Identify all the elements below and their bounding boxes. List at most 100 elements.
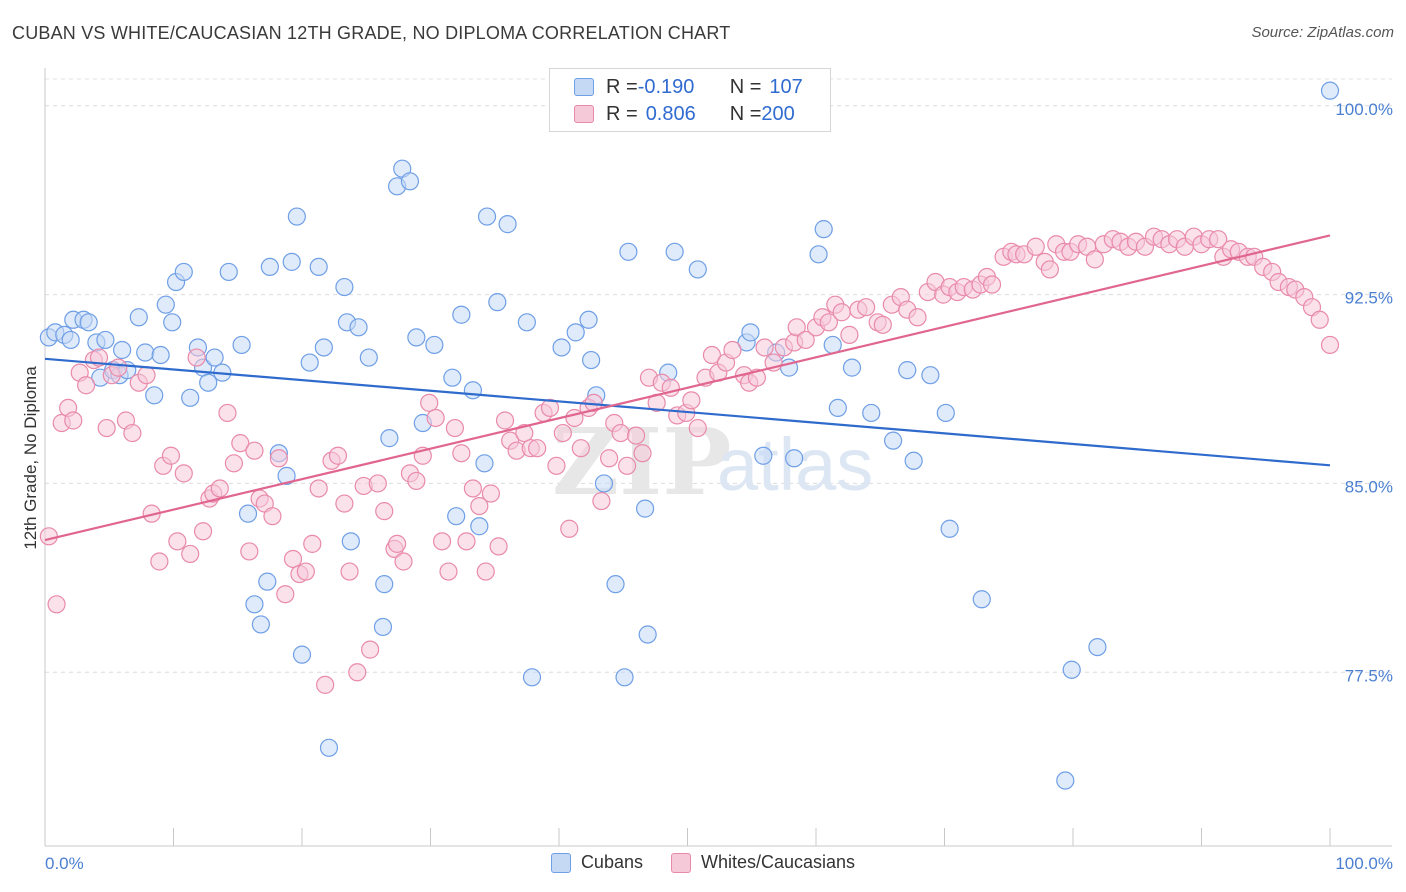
cubans-point — [688, 260, 707, 279]
cubans-point — [277, 466, 296, 485]
cubans-point — [552, 338, 571, 357]
cubans-point — [245, 595, 264, 614]
whites-point — [565, 408, 584, 428]
cubans-point — [373, 617, 393, 637]
whites-point — [426, 408, 445, 428]
legend-n-value: 107 — [769, 75, 803, 98]
cubans-point — [606, 575, 625, 594]
legend-label-cubans: Cubans — [580, 852, 643, 872]
legend-label-whites: Whites/Caucasians — [700, 852, 856, 872]
whites-point — [682, 391, 701, 410]
whites-point — [77, 376, 96, 395]
cubans-point — [335, 277, 354, 297]
whites-point — [592, 491, 611, 511]
cubans-point — [940, 519, 959, 538]
cubans-point — [566, 323, 585, 342]
whites-point — [470, 496, 489, 516]
whites-point — [489, 537, 508, 556]
cubans-point — [163, 313, 182, 332]
whites-point — [723, 340, 742, 360]
whites-point — [982, 275, 1002, 294]
whites-point — [787, 318, 806, 337]
x-tick-label: 0.0% — [45, 854, 84, 873]
whites-point — [387, 534, 407, 553]
whites-point — [571, 439, 590, 458]
whites-point — [908, 308, 927, 327]
legend-r-label: R = — [606, 102, 638, 125]
whites-point — [1026, 237, 1045, 256]
cubans-point — [232, 335, 251, 355]
whites-point — [1209, 230, 1228, 249]
cubans-point — [287, 207, 306, 226]
cubans-point — [522, 668, 542, 687]
whites-point — [276, 585, 295, 604]
whites-point — [375, 502, 394, 521]
whites-point — [1040, 260, 1059, 279]
whites-point — [495, 411, 515, 430]
tick-labels: 77.5% 85.0% 92.5% 100.0% 0.0% 100.0% — [45, 100, 1393, 873]
legend-row-whites: R = 0.806 N = 200 — [574, 101, 795, 127]
cubans-point — [594, 474, 614, 493]
cubans-point — [477, 207, 497, 226]
cubans-point — [1088, 637, 1107, 657]
legend-n-value: 200 — [761, 102, 795, 125]
cubans-point — [898, 361, 917, 380]
whites-point — [150, 552, 169, 571]
whites-point — [47, 595, 66, 614]
cubans-point — [96, 330, 115, 350]
cubans-point — [151, 345, 170, 365]
whites-point — [335, 494, 354, 513]
x-tick-label: 100.0% — [1335, 854, 1393, 873]
cubans-point — [292, 645, 312, 664]
whites-point — [348, 663, 367, 682]
whites-point — [445, 418, 465, 438]
whites-point — [407, 471, 426, 491]
cubans-point — [425, 335, 444, 355]
cubans-point — [219, 262, 238, 282]
whites-point — [873, 315, 892, 334]
cubans-point — [205, 348, 224, 367]
cubans-point — [61, 330, 80, 350]
cubans-point — [341, 532, 360, 551]
cubans-point — [238, 504, 258, 523]
whites-point — [39, 527, 58, 546]
whites-point — [231, 434, 250, 453]
whites-point — [476, 562, 495, 581]
whites-point — [600, 449, 619, 468]
cubans-point — [314, 338, 333, 357]
cubans-point — [181, 388, 200, 407]
whites-point — [457, 532, 476, 551]
series-legend: Cubans Whites/Caucasians — [0, 852, 1406, 873]
cubans-point — [309, 257, 328, 277]
whites-points — [39, 227, 1340, 694]
whites-point — [560, 519, 579, 538]
cubans-point — [407, 328, 426, 347]
whites-point — [303, 534, 322, 553]
cubans-point — [463, 381, 483, 400]
cubans-point — [809, 245, 828, 264]
cubans-point — [814, 220, 833, 239]
legend-swatch-whites — [670, 852, 691, 873]
legend-item-cubans: Cubans — [550, 852, 643, 873]
legend-n-label: N = — [729, 75, 762, 98]
cubans-point — [400, 172, 420, 191]
cubans-point — [972, 590, 991, 609]
whites-point — [316, 675, 335, 694]
whites-point — [618, 456, 637, 475]
cubans-point — [615, 668, 634, 687]
whites-point — [361, 640, 380, 659]
legend-swatch-cubans — [550, 852, 571, 873]
cubans-point — [1320, 81, 1340, 100]
whites-point — [263, 507, 282, 526]
cubans-point — [174, 262, 193, 282]
cubans-point — [470, 517, 489, 536]
whites-point — [187, 348, 206, 367]
cubans-point — [635, 499, 655, 518]
cubans-point — [359, 348, 378, 367]
y-tick-label: 92.5% — [1345, 289, 1393, 308]
whites-point — [540, 398, 560, 418]
cubans-point — [136, 343, 155, 362]
cubans-point — [579, 310, 598, 329]
whites-point — [394, 552, 413, 571]
cubans-point — [828, 398, 847, 418]
